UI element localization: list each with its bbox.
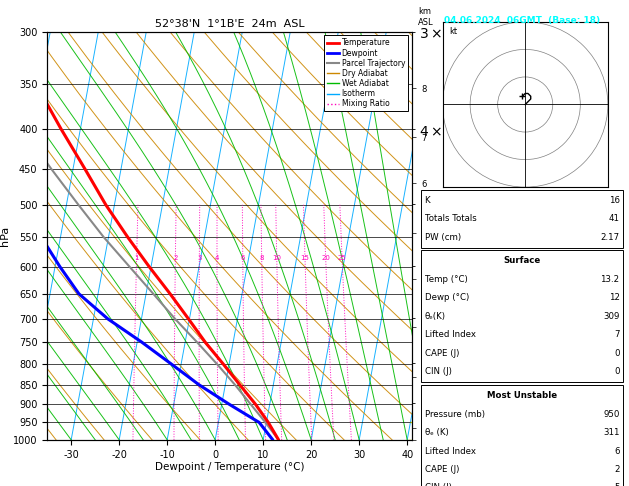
Text: 13.2: 13.2	[601, 275, 620, 284]
Text: Temp (°C): Temp (°C)	[425, 275, 467, 284]
Text: 950: 950	[603, 410, 620, 418]
Text: kt: kt	[449, 27, 457, 36]
Text: θₑ (K): θₑ (K)	[425, 428, 448, 437]
Text: 2: 2	[173, 255, 177, 261]
Text: © weatheronline.co.uk: © weatheronline.co.uk	[478, 471, 566, 480]
Text: θₑ(K): θₑ(K)	[425, 312, 445, 321]
Text: 8: 8	[260, 255, 264, 261]
Legend: Temperature, Dewpoint, Parcel Trajectory, Dry Adiabat, Wet Adiabat, Isotherm, Mi: Temperature, Dewpoint, Parcel Trajectory…	[324, 35, 408, 111]
Text: 6: 6	[240, 255, 245, 261]
Text: 2.17: 2.17	[601, 233, 620, 242]
Text: K: K	[425, 196, 430, 205]
Text: Pressure (mb): Pressure (mb)	[425, 410, 484, 418]
Text: Dewp (°C): Dewp (°C)	[425, 294, 469, 302]
Text: CAPE (J): CAPE (J)	[425, 465, 459, 474]
X-axis label: Dewpoint / Temperature (°C): Dewpoint / Temperature (°C)	[155, 462, 304, 472]
Y-axis label: Mixing Ratio (g/kg): Mixing Ratio (g/kg)	[472, 196, 481, 276]
Text: Lifted Index: Lifted Index	[425, 330, 476, 339]
Text: 20: 20	[321, 255, 330, 261]
Text: 3: 3	[197, 255, 202, 261]
Text: km
ASL: km ASL	[418, 7, 434, 27]
Text: 04.06.2024  06GMT  (Base: 18): 04.06.2024 06GMT (Base: 18)	[444, 16, 600, 25]
Text: CAPE (J): CAPE (J)	[425, 349, 459, 358]
Text: Lifted Index: Lifted Index	[425, 447, 476, 455]
Text: 12: 12	[609, 294, 620, 302]
Text: CIN (J): CIN (J)	[425, 367, 452, 376]
Text: Most Unstable: Most Unstable	[487, 391, 557, 400]
Text: 4: 4	[215, 255, 219, 261]
Text: 15: 15	[301, 255, 309, 261]
Title: 52°38'N  1°1B'E  24m  ASL: 52°38'N 1°1B'E 24m ASL	[155, 19, 304, 30]
Text: 2: 2	[614, 465, 620, 474]
Text: 7: 7	[614, 330, 620, 339]
Text: 309: 309	[603, 312, 620, 321]
Text: 5: 5	[614, 484, 620, 486]
Text: PW (cm): PW (cm)	[425, 233, 460, 242]
Text: CIN (J): CIN (J)	[425, 484, 452, 486]
Text: Totals Totals: Totals Totals	[425, 214, 476, 223]
Text: 0: 0	[614, 367, 620, 376]
Text: 10: 10	[272, 255, 281, 261]
Y-axis label: hPa: hPa	[0, 226, 10, 246]
Text: 25: 25	[338, 255, 347, 261]
Text: Surface: Surface	[503, 257, 541, 265]
Text: 16: 16	[609, 196, 620, 205]
Text: 6: 6	[614, 447, 620, 455]
Text: 311: 311	[603, 428, 620, 437]
Text: 0: 0	[614, 349, 620, 358]
Text: 41: 41	[609, 214, 620, 223]
Text: 1: 1	[134, 255, 139, 261]
